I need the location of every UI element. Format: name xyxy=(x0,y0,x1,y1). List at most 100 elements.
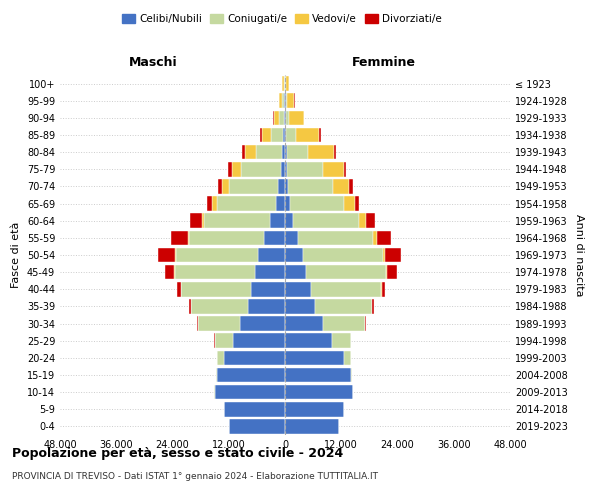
Bar xyxy=(282,145,285,160)
Bar xyxy=(285,145,287,160)
Bar xyxy=(197,316,198,331)
Bar xyxy=(175,248,176,262)
Text: Maschi: Maschi xyxy=(128,56,178,69)
Bar xyxy=(344,196,355,211)
Bar xyxy=(285,334,332,348)
Bar xyxy=(290,196,344,211)
Bar xyxy=(311,282,381,296)
Bar xyxy=(256,145,282,160)
Bar xyxy=(260,128,262,142)
Bar xyxy=(158,248,175,262)
Bar xyxy=(273,110,274,125)
Bar xyxy=(316,299,372,314)
Bar xyxy=(285,179,288,194)
Text: PROVINCIA DI TREVISO - Dati ISTAT 1° gennaio 2024 - Elaborazione TUTTITALIA.IT: PROVINCIA DI TREVISO - Dati ISTAT 1° gen… xyxy=(12,472,378,481)
Bar xyxy=(377,230,391,245)
Bar xyxy=(242,145,245,160)
Bar xyxy=(229,179,278,194)
Bar xyxy=(285,196,290,211)
Bar xyxy=(286,128,296,142)
Bar xyxy=(229,419,285,434)
Bar xyxy=(205,214,270,228)
Bar xyxy=(359,214,366,228)
Bar xyxy=(176,248,258,262)
Bar xyxy=(344,350,350,365)
Bar xyxy=(281,162,285,176)
Bar xyxy=(233,334,285,348)
Bar xyxy=(366,214,376,228)
Bar xyxy=(288,179,333,194)
Bar xyxy=(165,265,175,280)
Text: Popolazione per età, sesso e stato civile - 2024: Popolazione per età, sesso e stato civil… xyxy=(12,448,343,460)
Bar xyxy=(278,179,285,194)
Bar xyxy=(241,316,285,331)
Bar xyxy=(202,214,205,228)
Bar xyxy=(283,128,285,142)
Bar xyxy=(189,299,191,314)
Bar xyxy=(282,76,284,91)
Bar xyxy=(171,230,187,245)
Bar xyxy=(365,316,366,331)
Bar xyxy=(282,94,284,108)
Bar xyxy=(228,162,232,176)
Bar xyxy=(224,402,285,416)
Bar xyxy=(285,350,344,365)
Bar xyxy=(187,230,189,245)
Bar xyxy=(349,179,353,194)
Bar xyxy=(344,162,346,176)
Bar xyxy=(280,94,282,108)
Bar xyxy=(198,316,241,331)
Bar xyxy=(212,196,217,211)
Bar xyxy=(372,299,374,314)
Bar xyxy=(285,94,286,108)
Bar xyxy=(285,299,316,314)
Bar xyxy=(248,299,285,314)
Bar xyxy=(181,282,251,296)
Bar xyxy=(262,128,271,142)
Bar xyxy=(232,162,241,176)
Bar xyxy=(191,299,248,314)
Bar xyxy=(286,94,287,108)
Bar xyxy=(332,334,350,348)
Bar xyxy=(287,94,295,108)
Bar xyxy=(293,214,359,228)
Y-axis label: Anni di nascita: Anni di nascita xyxy=(574,214,584,296)
Bar xyxy=(285,230,298,245)
Bar xyxy=(258,248,285,262)
Text: Femmine: Femmine xyxy=(352,56,416,69)
Bar xyxy=(217,368,285,382)
Bar xyxy=(296,128,319,142)
Bar xyxy=(216,368,217,382)
Bar xyxy=(306,265,386,280)
Bar xyxy=(284,110,285,125)
Bar xyxy=(319,128,320,142)
Bar xyxy=(207,196,212,211)
Bar xyxy=(303,248,383,262)
Bar xyxy=(355,196,359,211)
Bar xyxy=(373,230,377,245)
Bar xyxy=(381,282,382,296)
Bar xyxy=(190,214,202,228)
Bar xyxy=(224,350,285,365)
Bar xyxy=(215,385,285,400)
Bar xyxy=(177,282,181,296)
Bar xyxy=(274,110,280,125)
Bar xyxy=(323,316,365,331)
Bar xyxy=(222,179,229,194)
Bar xyxy=(285,282,311,296)
Bar xyxy=(284,94,285,108)
Bar xyxy=(264,230,285,245)
Bar xyxy=(175,265,254,280)
Bar xyxy=(383,248,385,262)
Bar xyxy=(287,162,323,176)
Bar xyxy=(285,419,339,434)
Bar xyxy=(254,265,285,280)
Bar xyxy=(308,145,334,160)
Bar xyxy=(217,350,224,365)
Bar xyxy=(285,265,306,280)
Bar xyxy=(245,145,256,160)
Bar xyxy=(286,110,289,125)
Bar xyxy=(189,230,264,245)
Bar xyxy=(285,162,287,176)
Bar xyxy=(350,368,352,382)
